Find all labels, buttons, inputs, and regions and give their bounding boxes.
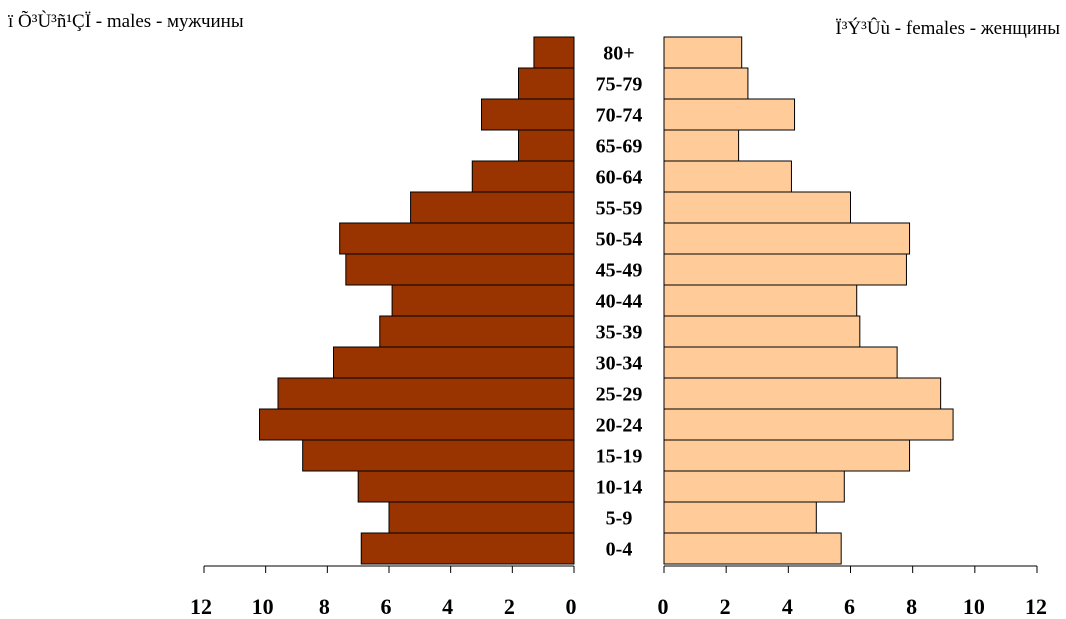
female-bar-25-29 — [663, 377, 942, 410]
male-bar-35-39 — [379, 315, 575, 348]
male-bar-75-79 — [518, 67, 575, 100]
female-bar-55-59 — [663, 191, 851, 224]
age-label-45-49: 45-49 — [596, 260, 643, 282]
male-bar-0-4 — [360, 532, 575, 565]
male-bar-10-14 — [357, 470, 575, 503]
age-label-35-39: 35-39 — [596, 322, 643, 344]
female-bar-30-34 — [663, 346, 898, 379]
male-bar-45-49 — [345, 253, 575, 286]
legend-males: ï Õ³Ù³ñ¹ÇÏ - males - мужчины — [7, 10, 244, 32]
female-tick-label-0: 0 — [658, 594, 669, 619]
male-bar-25-29 — [277, 377, 575, 410]
female-bar-45-49 — [663, 253, 907, 286]
female-tick-label-2: 2 — [720, 594, 731, 619]
male-tick-label-8: 8 — [319, 594, 330, 619]
age-label-25-29: 25-29 — [596, 384, 643, 406]
age-label-0-4: 0-4 — [606, 539, 633, 561]
female-bar-65-69 — [663, 129, 740, 162]
female-bar-20-24 — [663, 408, 954, 441]
age-label-65-69: 65-69 — [596, 136, 643, 158]
male-bar-70-74 — [481, 98, 575, 131]
male-bar-20-24 — [259, 408, 575, 441]
male-tick-label-4: 4 — [442, 594, 453, 619]
male-x-axis: 0 2 4 6 8 10 12 — [190, 565, 577, 619]
male-tick-label-2: 2 — [504, 594, 515, 619]
legend-females: Ï³Ý³Ûù - females - женщины — [835, 17, 1060, 39]
female-tick-label-8: 8 — [906, 594, 917, 619]
age-label-10-14: 10-14 — [596, 477, 643, 499]
female-bar-10-14 — [663, 470, 845, 503]
male-tick-label-6: 6 — [381, 594, 392, 619]
age-label-60-64: 60-64 — [596, 167, 643, 189]
female-tick-label-4: 4 — [782, 594, 793, 619]
age-label-5-9: 5-9 — [606, 508, 633, 530]
female-bar-15-19 — [663, 439, 911, 472]
female-bar-40-44 — [663, 284, 858, 317]
male-bars — [259, 36, 575, 565]
female-bar-5-9 — [663, 501, 817, 534]
female-x-axis: 0 2 4 6 8 10 12 — [658, 565, 1047, 619]
age-label-75-79: 75-79 — [596, 74, 643, 96]
male-bar-30-34 — [333, 346, 575, 379]
female-bar-35-39 — [663, 315, 861, 348]
male-bar-40-44 — [391, 284, 575, 317]
male-bar-80+ — [533, 36, 575, 69]
age-label-70-74: 70-74 — [596, 105, 643, 127]
female-tick-label-12: 12 — [1025, 594, 1047, 619]
male-bar-15-19 — [302, 439, 575, 472]
age-label-55-59: 55-59 — [596, 198, 643, 220]
age-label-30-34: 30-34 — [596, 353, 643, 375]
female-bar-70-74 — [663, 98, 796, 131]
female-bar-80+ — [663, 36, 743, 69]
female-bar-50-54 — [663, 222, 911, 255]
male-bar-50-54 — [339, 222, 575, 255]
male-bar-55-59 — [410, 191, 575, 224]
female-bar-60-64 — [663, 160, 792, 193]
female-bar-0-4 — [663, 532, 842, 565]
male-bar-60-64 — [471, 160, 575, 193]
age-label-15-19: 15-19 — [596, 446, 643, 468]
female-bar-75-79 — [663, 67, 749, 100]
female-tick-label-10: 10 — [963, 594, 985, 619]
age-label-80+: 80+ — [603, 43, 634, 65]
age-label-20-24: 20-24 — [596, 415, 643, 437]
male-bar-5-9 — [388, 501, 575, 534]
female-bars — [663, 36, 954, 565]
male-tick-label-10: 10 — [252, 594, 274, 619]
age-group-labels: 0-4 5-9 10-14 15-19 20-24 25-29 30-34 35-39 40-4… — [596, 43, 643, 561]
male-tick-label-12: 12 — [190, 594, 212, 619]
male-tick-label-0: 0 — [566, 594, 577, 619]
female-tick-label-6: 6 — [844, 594, 855, 619]
age-label-40-44: 40-44 — [596, 291, 643, 313]
male-bar-65-69 — [518, 129, 575, 162]
age-label-50-54: 50-54 — [596, 229, 643, 251]
